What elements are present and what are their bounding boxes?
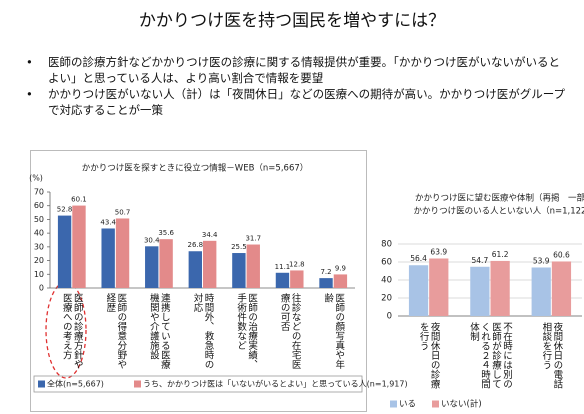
y-tick-label: 30 [34, 242, 44, 251]
bar [145, 246, 159, 288]
bar [429, 258, 449, 316]
legend-label: うち、かかりつけ医は「いないがいるとよい」と思っている人(n=1,917) [143, 379, 408, 389]
y-tick-label: 20 [34, 256, 44, 265]
data-label: 63.9 [430, 247, 447, 256]
bar [470, 266, 490, 316]
data-label: 43.4 [100, 218, 116, 226]
data-label: 53.9 [533, 256, 550, 265]
y-tick-label: 60 [34, 201, 44, 210]
x-tick-label: 夜間休日の診療を行う [417, 322, 440, 389]
bar [101, 228, 115, 288]
chart-title: かかりつけ医に望む医療や体制（再掲 一部 [415, 193, 584, 204]
x-tick-label: 時間外、救急時の対応 [191, 293, 214, 369]
chart-subtitle: かかりつけ医のいる人といない人（n=1,122 [414, 206, 584, 217]
bar [531, 267, 551, 316]
bullet-list: 医師の診療方針などかかりつけ医の診療に関する情報提供が重要。「かかりつけ医がいな… [26, 54, 566, 118]
data-label: 7.2 [320, 268, 331, 276]
data-label: 34.4 [202, 231, 218, 239]
legend-swatch [134, 380, 141, 388]
bar [115, 218, 130, 288]
data-label: 25.5 [231, 243, 247, 251]
x-tick-label: 医師の診療方針や医療への考え方 [60, 293, 83, 369]
y-axis-label: (%) [29, 174, 43, 183]
bar [333, 274, 348, 288]
bar [275, 272, 290, 288]
data-label: 12.8 [289, 260, 305, 268]
legend-swatch [390, 400, 397, 408]
data-label: 50.7 [115, 208, 131, 216]
chart-title: かかりつけ医を探すときに役立つ情報－WEB（n=5,667） [82, 163, 309, 174]
data-label: 30.4 [144, 236, 160, 244]
data-label: 26.8 [188, 241, 204, 249]
y-tick-label: 40 [381, 276, 392, 286]
legend-label: 全体(n=5,667) [47, 379, 104, 389]
x-tick-label: 連携している医療機関や介護施設 [147, 293, 170, 369]
y-tick-label: 50 [34, 215, 44, 224]
chart-frame [30, 150, 367, 412]
bar [408, 265, 429, 316]
x-tick-label: 医師の治療実績、手術件数など [235, 293, 258, 369]
data-label: 31.7 [245, 235, 261, 243]
bullet: 医師の診療方針などかかりつけ医の診療に関する情報提供が重要。「かかりつけ医がいな… [26, 54, 566, 86]
legend-swatch [38, 380, 45, 388]
bar [188, 251, 202, 288]
data-label: 60.6 [553, 250, 570, 259]
bar [232, 253, 246, 288]
data-label: 60.1 [71, 196, 87, 204]
x-tick-label: 不在時には別の医師が診療してくれる２４時間体制 [468, 322, 512, 389]
y-tick-label: 80 [381, 240, 392, 250]
data-label: 11.1 [275, 263, 291, 271]
bar [57, 215, 72, 288]
x-tick-label: 医師の得意分野や経歴 [104, 293, 127, 369]
slide-title: かかりつけ医を持つ国民を増やすには？ [138, 11, 446, 31]
y-tick-label: 40 [34, 229, 44, 238]
y-tick-label: 20 [381, 294, 392, 304]
legend-box [33, 375, 363, 393]
y-tick-label: 70 [34, 188, 44, 197]
x-tick-label: 医師の顔写真や年齢 [322, 293, 345, 369]
bar [246, 244, 260, 288]
bar [319, 278, 333, 288]
bar [290, 270, 304, 288]
x-tick-label: 夜間休日の電話相談を行う [540, 322, 563, 389]
x-tick-label: 往診などの在宅医療の可否 [278, 293, 301, 369]
bar [203, 240, 217, 288]
data-label: 54.7 [472, 256, 489, 265]
y-tick-label: 10 [34, 270, 44, 279]
legend-swatch [432, 400, 439, 408]
data-label: 56.4 [410, 254, 427, 263]
highlight-ellipse [45, 281, 87, 379]
data-label: 52.8 [57, 206, 73, 214]
bar [72, 205, 86, 288]
bullet: かかりつけ医がいない人（計）は「夜間休日」などの医療への期待が高い。かかりつけ医… [26, 86, 566, 118]
y-tick-label: 60 [381, 258, 392, 268]
legend-label: いる [399, 400, 416, 410]
y-tick-label: 0 [39, 284, 44, 293]
bar [159, 239, 173, 288]
data-label: 9.9 [335, 264, 346, 272]
legend-label: いない(計) [441, 399, 482, 410]
bar [551, 261, 572, 316]
bar [490, 260, 510, 316]
data-label: 61.2 [492, 250, 509, 259]
data-label: 35.6 [158, 229, 174, 237]
y-tick-label: 0 [387, 312, 392, 322]
